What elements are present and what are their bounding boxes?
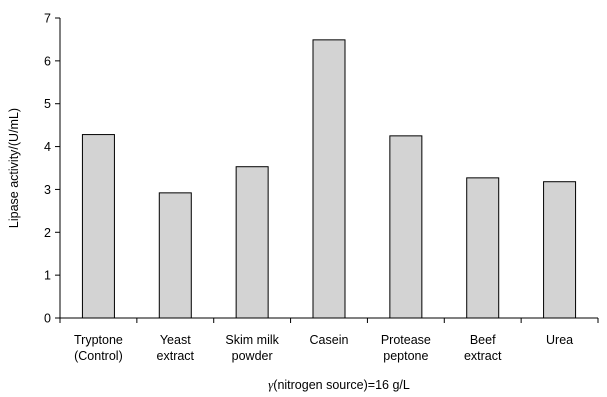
y-tick-label: 4 bbox=[44, 140, 51, 154]
x-category-label-line: extract bbox=[464, 349, 502, 363]
bar bbox=[312, 39, 346, 319]
x-category-label-line: Skim milk bbox=[225, 333, 279, 347]
bars bbox=[81, 39, 577, 319]
bar bbox=[81, 134, 115, 319]
y-axis-title: Lipase activity/(U/mL) bbox=[7, 108, 21, 228]
x-category-label-line: (Control) bbox=[74, 349, 123, 363]
y-tick-label: 7 bbox=[44, 12, 51, 26]
x-axis-title: γ(nitrogen source)=16 g/L bbox=[268, 377, 410, 392]
bar bbox=[235, 166, 269, 319]
y-tick-label: 2 bbox=[44, 226, 51, 240]
x-category-label: Casein bbox=[310, 333, 349, 347]
x-axis-title-symbol: γ bbox=[268, 377, 274, 392]
x-category-label: Urea bbox=[546, 333, 573, 347]
x-category-label-line: Tryptone bbox=[74, 333, 123, 347]
x-axis-category-labels: Tryptone (Control) Yeast extract Skim milk po… bbox=[74, 333, 573, 363]
y-tick-label: 6 bbox=[44, 54, 51, 68]
x-axis-title-text: (nitrogen source)=16 g/L bbox=[273, 378, 410, 392]
x-category-label-line: peptone bbox=[383, 349, 428, 363]
x-category-label: Yeast extract bbox=[157, 333, 195, 363]
y-tick-label: 5 bbox=[44, 97, 51, 111]
x-category-label-line: Casein bbox=[310, 333, 349, 347]
x-category-label-line: Yeast bbox=[160, 333, 191, 347]
bar bbox=[543, 181, 577, 319]
x-category-label: Protease peptone bbox=[381, 333, 431, 363]
y-axis-ticks: 0 1 2 3 4 5 6 7 bbox=[44, 12, 599, 326]
x-category-label-line: Beef bbox=[470, 333, 496, 347]
x-category-label: Tryptone (Control) bbox=[74, 333, 123, 363]
x-category-label: Beef extract bbox=[464, 333, 502, 363]
y-tick-label: 0 bbox=[44, 312, 51, 326]
bar bbox=[158, 192, 192, 319]
y-tick-label: 1 bbox=[44, 269, 51, 283]
bar bbox=[389, 135, 423, 319]
bar bbox=[466, 177, 500, 319]
x-category-label-line: extract bbox=[157, 349, 195, 363]
x-category-label: Skim milk powder bbox=[225, 333, 279, 363]
x-category-label-line: Urea bbox=[546, 333, 573, 347]
x-category-label-line: powder bbox=[232, 349, 273, 363]
x-category-label-line: Protease bbox=[381, 333, 431, 347]
y-tick-label: 3 bbox=[44, 183, 51, 197]
